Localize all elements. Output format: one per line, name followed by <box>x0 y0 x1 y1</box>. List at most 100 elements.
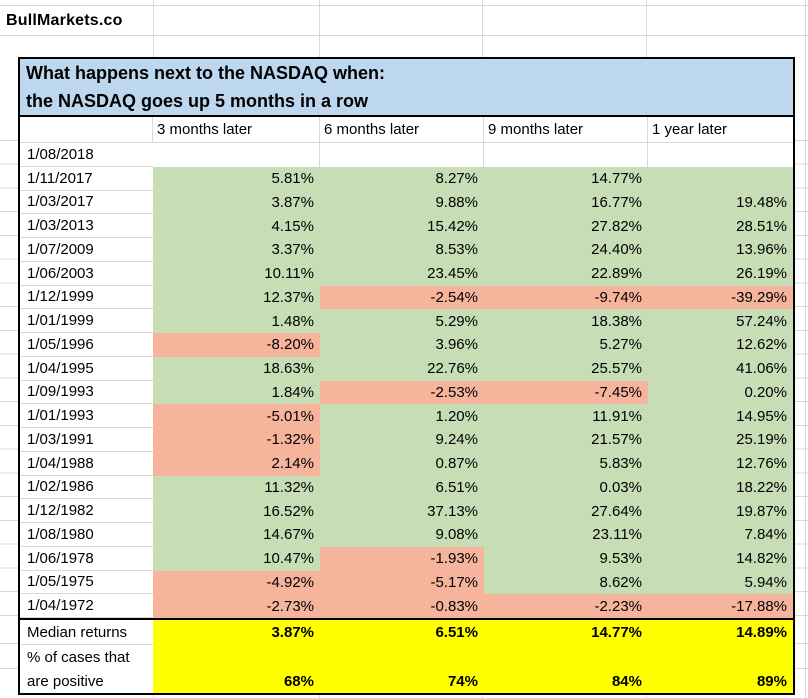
date-cell[interactable]: 1/04/1995 <box>20 356 153 381</box>
value-cell[interactable]: -5.01% <box>153 404 320 428</box>
pct-positive-value-cell[interactable]: 68% <box>153 670 320 693</box>
value-cell[interactable]: 5.81% <box>153 166 320 191</box>
value-cell[interactable]: 13.96% <box>648 238 793 262</box>
value-cell[interactable]: 0.20% <box>648 380 793 405</box>
date-cell[interactable]: 1/01/1993 <box>20 404 153 428</box>
date-cell[interactable]: 1/09/1993 <box>20 380 153 405</box>
value-cell[interactable]: 8.27% <box>320 166 484 191</box>
value-cell[interactable] <box>648 143 793 167</box>
value-cell[interactable]: 5.83% <box>484 451 648 476</box>
value-cell[interactable]: 12.37% <box>153 285 320 310</box>
pct-filler-cell[interactable] <box>153 645 320 670</box>
pct-filler-cell[interactable] <box>648 645 793 670</box>
value-cell[interactable]: 16.52% <box>153 499 320 523</box>
brand-cell[interactable]: BullMarkets.co <box>6 12 123 29</box>
date-cell[interactable]: 1/06/1978 <box>20 546 153 571</box>
value-cell[interactable] <box>484 143 648 167</box>
value-cell[interactable]: 18.63% <box>153 356 320 381</box>
value-cell[interactable]: -17.88% <box>648 594 793 618</box>
date-cell[interactable]: 1/04/1988 <box>20 451 153 476</box>
value-cell[interactable]: 27.82% <box>484 214 648 238</box>
value-cell[interactable]: -5.17% <box>320 570 484 595</box>
value-cell[interactable]: 3.37% <box>153 238 320 262</box>
value-cell[interactable]: 15.42% <box>320 214 484 238</box>
value-cell[interactable]: 9.88% <box>320 190 484 215</box>
value-cell[interactable]: 9.53% <box>484 546 648 571</box>
value-cell[interactable]: 10.11% <box>153 261 320 286</box>
pct-positive-value-cell[interactable]: 74% <box>320 670 484 693</box>
value-cell[interactable]: 0.03% <box>484 475 648 500</box>
date-cell[interactable]: 1/02/1986 <box>20 475 153 500</box>
value-cell[interactable]: 3.96% <box>320 333 484 357</box>
value-cell[interactable]: -9.74% <box>484 285 648 310</box>
value-cell[interactable] <box>648 166 793 191</box>
value-cell[interactable]: 8.62% <box>484 570 648 595</box>
value-cell[interactable]: 19.48% <box>648 190 793 215</box>
value-cell[interactable]: -1.32% <box>153 428 320 452</box>
date-cell[interactable]: 1/11/2017 <box>20 166 153 191</box>
value-cell[interactable]: 28.51% <box>648 214 793 238</box>
value-cell[interactable] <box>153 143 320 167</box>
value-cell[interactable]: -39.29% <box>648 285 793 310</box>
value-cell[interactable]: 7.84% <box>648 523 793 547</box>
column-header-1-year[interactable]: 1 year later <box>648 117 793 143</box>
column-header-3-months[interactable]: 3 months later <box>153 117 320 143</box>
date-cell[interactable]: 1/03/2017 <box>20 190 153 215</box>
value-cell[interactable]: 19.87% <box>648 499 793 523</box>
median-label-cell[interactable]: Median returns <box>20 618 153 645</box>
date-cell[interactable]: 1/08/1980 <box>20 523 153 547</box>
value-cell[interactable]: 22.76% <box>320 356 484 381</box>
value-cell[interactable]: 8.53% <box>320 238 484 262</box>
value-cell[interactable]: 22.89% <box>484 261 648 286</box>
value-cell[interactable]: 25.57% <box>484 356 648 381</box>
value-cell[interactable]: 14.82% <box>648 546 793 571</box>
date-cell[interactable]: 1/07/2009 <box>20 238 153 262</box>
pct-positive-label-line1[interactable]: % of cases that <box>20 645 153 670</box>
value-cell[interactable]: 25.19% <box>648 428 793 452</box>
value-cell[interactable]: 14.77% <box>484 166 648 191</box>
value-cell[interactable]: 37.13% <box>320 499 484 523</box>
pct-positive-value-cell[interactable]: 84% <box>484 670 648 693</box>
median-value-cell[interactable]: 14.77% <box>484 618 648 645</box>
value-cell[interactable] <box>320 143 484 167</box>
value-cell[interactable]: 18.22% <box>648 475 793 500</box>
date-cell[interactable]: 1/12/1999 <box>20 285 153 310</box>
title-block[interactable]: What happens next to the NASDAQ when: th… <box>18 57 795 115</box>
date-cell[interactable]: 1/05/1975 <box>20 570 153 595</box>
value-cell[interactable]: 11.32% <box>153 475 320 500</box>
value-cell[interactable]: 12.62% <box>648 333 793 357</box>
value-cell[interactable]: 0.87% <box>320 451 484 476</box>
value-cell[interactable]: 2.14% <box>153 451 320 476</box>
value-cell[interactable]: -2.53% <box>320 380 484 405</box>
median-value-cell[interactable]: 6.51% <box>320 618 484 645</box>
value-cell[interactable]: 10.47% <box>153 546 320 571</box>
pct-filler-cell[interactable] <box>484 645 648 670</box>
median-value-cell[interactable]: 14.89% <box>648 618 793 645</box>
value-cell[interactable]: -7.45% <box>484 380 648 405</box>
header-corner-cell[interactable] <box>20 117 153 143</box>
value-cell[interactable]: -2.73% <box>153 594 320 618</box>
date-cell[interactable]: 1/03/2013 <box>20 214 153 238</box>
date-cell[interactable]: 1/12/1982 <box>20 499 153 523</box>
date-cell[interactable]: 1/04/1972 <box>20 594 153 618</box>
value-cell[interactable]: 41.06% <box>648 356 793 381</box>
value-cell[interactable]: -4.92% <box>153 570 320 595</box>
pct-positive-label-line2[interactable]: are positive <box>20 670 153 693</box>
value-cell[interactable]: -2.54% <box>320 285 484 310</box>
value-cell[interactable]: 16.77% <box>484 190 648 215</box>
value-cell[interactable]: -0.83% <box>320 594 484 618</box>
value-cell[interactable]: 1.84% <box>153 380 320 405</box>
date-cell[interactable]: 1/01/1999 <box>20 309 153 333</box>
value-cell[interactable]: 9.08% <box>320 523 484 547</box>
pct-filler-cell[interactable] <box>320 645 484 670</box>
value-cell[interactable]: 3.87% <box>153 190 320 215</box>
value-cell[interactable]: 1.48% <box>153 309 320 333</box>
value-cell[interactable]: 14.67% <box>153 523 320 547</box>
value-cell[interactable]: -2.23% <box>484 594 648 618</box>
value-cell[interactable]: 12.76% <box>648 451 793 476</box>
column-header-9-months[interactable]: 9 months later <box>484 117 648 143</box>
value-cell[interactable]: 5.27% <box>484 333 648 357</box>
value-cell[interactable]: 23.45% <box>320 261 484 286</box>
value-cell[interactable]: 27.64% <box>484 499 648 523</box>
value-cell[interactable]: 6.51% <box>320 475 484 500</box>
